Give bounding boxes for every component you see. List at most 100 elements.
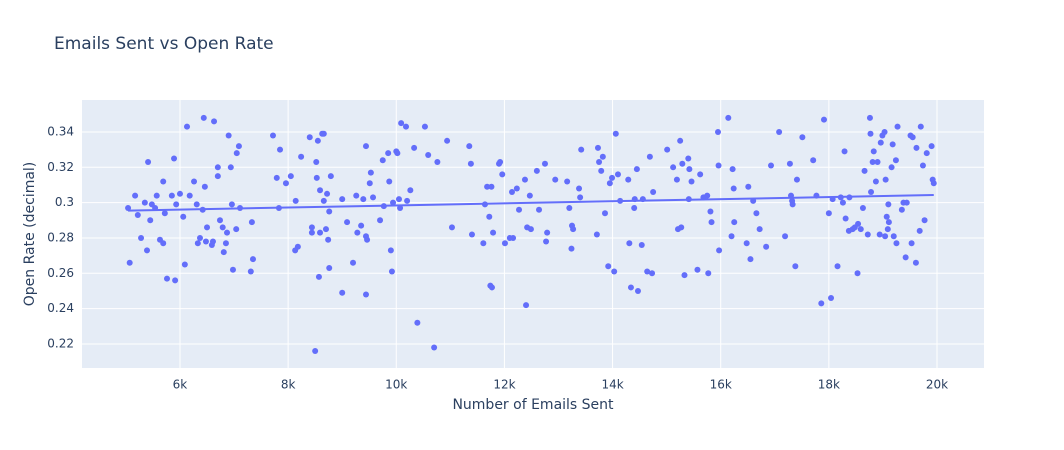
point	[646, 153, 653, 160]
point	[541, 160, 548, 167]
x-tick-label: 20k	[926, 378, 948, 392]
point	[673, 176, 680, 183]
point	[196, 234, 203, 241]
point	[444, 137, 451, 144]
point	[544, 229, 551, 236]
point	[923, 150, 930, 157]
point	[834, 263, 841, 270]
point	[898, 206, 905, 213]
point	[227, 164, 234, 171]
point	[631, 204, 638, 211]
y-axis-title: Open Rate (decimal)	[22, 162, 38, 307]
point	[317, 187, 324, 194]
point	[306, 134, 313, 141]
point	[664, 146, 671, 153]
point	[859, 204, 866, 211]
point	[793, 176, 800, 183]
point	[153, 192, 160, 199]
point	[681, 272, 688, 279]
point	[407, 187, 414, 194]
point	[909, 134, 916, 141]
point	[367, 169, 374, 176]
point	[370, 194, 377, 201]
point	[486, 213, 493, 220]
point	[917, 123, 924, 130]
point	[126, 259, 133, 266]
point	[867, 130, 874, 137]
point	[320, 130, 327, 137]
point	[605, 263, 612, 270]
point	[497, 159, 504, 166]
point	[161, 210, 168, 217]
y-tick-label: 0.34	[47, 124, 74, 138]
point	[599, 153, 606, 160]
point	[792, 263, 799, 270]
point	[889, 141, 896, 148]
point	[200, 114, 207, 121]
y-tick-label: 0.28	[47, 230, 74, 244]
point	[434, 159, 441, 166]
point	[570, 226, 577, 233]
point	[324, 190, 331, 197]
point	[308, 229, 315, 236]
x-tick-label: 8k	[281, 378, 296, 392]
point	[697, 171, 704, 178]
chart-title: Emails Sent vs Open Rate	[54, 34, 274, 54]
point	[354, 229, 361, 236]
trend-line	[128, 194, 934, 212]
point	[308, 224, 315, 231]
point	[882, 233, 889, 240]
point	[362, 291, 369, 298]
point	[171, 155, 178, 162]
point	[403, 123, 410, 130]
point	[828, 295, 835, 302]
point	[611, 268, 618, 275]
point	[715, 128, 722, 135]
point	[881, 128, 888, 135]
point	[233, 150, 240, 157]
point	[214, 164, 221, 171]
point	[160, 178, 167, 185]
point	[326, 265, 333, 272]
point	[609, 174, 616, 181]
point	[612, 130, 619, 137]
point	[825, 210, 832, 217]
point	[694, 266, 701, 273]
point	[888, 164, 895, 171]
point	[818, 300, 825, 307]
point	[216, 217, 223, 224]
point	[916, 227, 923, 234]
point	[134, 212, 141, 219]
point	[273, 174, 280, 181]
y-tick-label: 0.26	[47, 266, 74, 280]
point	[141, 199, 148, 206]
point	[145, 159, 152, 166]
point	[176, 190, 183, 197]
point	[269, 132, 276, 139]
point	[411, 144, 418, 151]
point	[294, 243, 301, 250]
point	[715, 162, 722, 169]
point	[224, 229, 231, 236]
point	[543, 238, 550, 245]
point	[228, 201, 235, 208]
point	[786, 160, 793, 167]
x-tick-label: 12k	[493, 378, 515, 392]
x-tick-label: 14k	[601, 378, 623, 392]
point	[248, 219, 255, 226]
point	[868, 189, 875, 196]
point	[287, 173, 294, 180]
point	[708, 219, 715, 226]
point	[353, 192, 360, 199]
point	[919, 162, 926, 169]
point	[877, 139, 884, 146]
point	[390, 199, 397, 206]
point	[521, 176, 528, 183]
point	[421, 123, 428, 130]
point	[388, 268, 395, 275]
point	[397, 204, 404, 211]
x-tick-label: 16k	[710, 378, 732, 392]
point	[431, 344, 438, 351]
point	[164, 275, 171, 282]
